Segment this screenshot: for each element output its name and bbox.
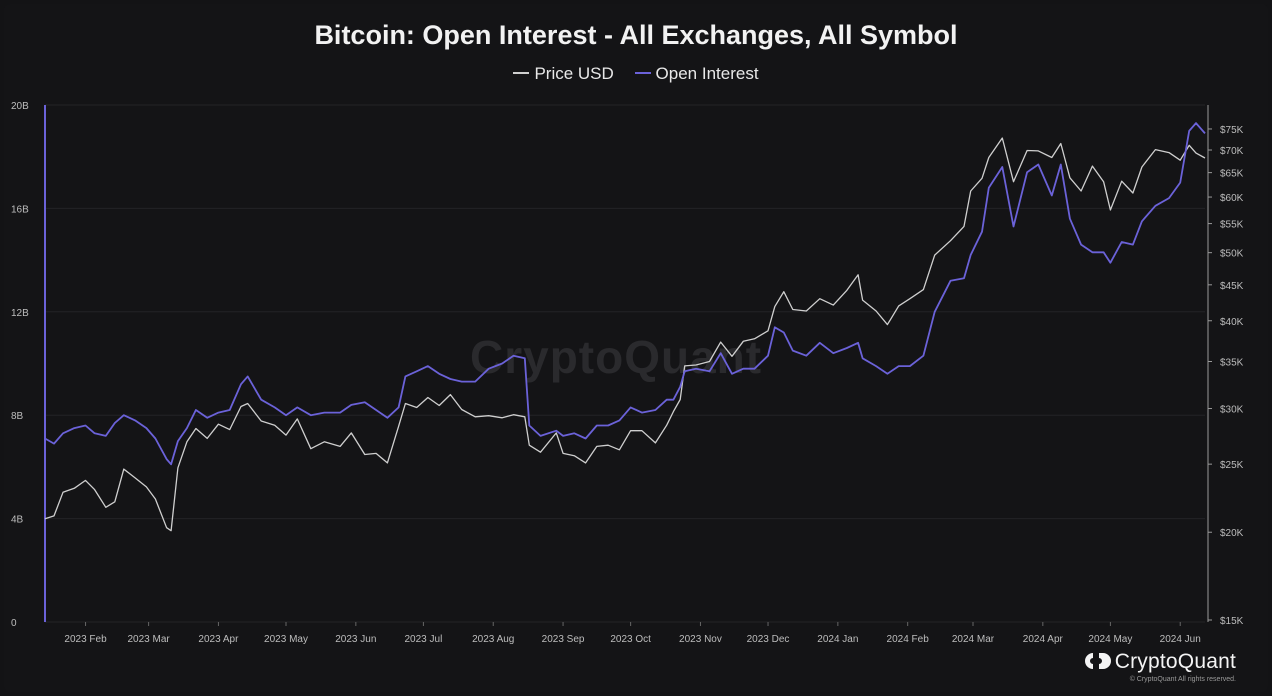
y-right-tick-label-5: $40K bbox=[1220, 317, 1244, 328]
y-left-tick-label-2: 8B bbox=[11, 411, 24, 422]
legend-label-open-interest: Open Interest bbox=[655, 64, 759, 83]
y-right-tick-label-4: $35K bbox=[1220, 357, 1244, 368]
x-tick-label-10: 2023 Dec bbox=[747, 634, 790, 645]
y-right-tick-label-7: $50K bbox=[1220, 249, 1244, 260]
x-tick-label-5: 2023 Jul bbox=[405, 634, 443, 645]
y-left-tick-label-3: 12B bbox=[11, 308, 29, 319]
x-tick-label-4: 2023 Jun bbox=[335, 634, 376, 645]
legend-swatch-open-interest bbox=[634, 71, 651, 74]
x-tick-label-6: 2023 Aug bbox=[472, 634, 514, 645]
y-right-tick-label-2: $25K bbox=[1220, 460, 1244, 471]
x-tick-label-12: 2024 Feb bbox=[887, 634, 930, 645]
y-right-tick-label-1: $20K bbox=[1220, 528, 1244, 539]
legend-item-open-interest[interactable]: Open Interest bbox=[634, 64, 759, 84]
cryptoquant-logo: CryptoQuant bbox=[1084, 650, 1236, 674]
series-line-open-interest bbox=[44, 122, 1206, 466]
y-right-tick-label-3: $30K bbox=[1220, 405, 1244, 416]
y-right-tick-label-9: $60K bbox=[1220, 193, 1244, 204]
chart-title: Bitcoin: Open Interest - All Exchanges, … bbox=[314, 20, 958, 50]
x-tick-label-2: 2023 Apr bbox=[198, 634, 239, 645]
x-tick-label-15: 2024 May bbox=[1088, 634, 1132, 645]
x-tick-label-8: 2023 Oct bbox=[610, 634, 651, 645]
x-tick-label-7: 2023 Sep bbox=[542, 634, 585, 645]
x-tick-label-14: 2024 Apr bbox=[1023, 634, 1064, 645]
x-tick-label-0: 2023 Feb bbox=[64, 634, 107, 645]
y-left-tick-label-1: 4B bbox=[11, 515, 24, 526]
x-tick-label-16: 2024 Jun bbox=[1160, 634, 1201, 645]
legend-label-price: Price USD bbox=[534, 64, 614, 83]
y-right-tick-label-10: $65K bbox=[1220, 169, 1244, 180]
logo-text: CryptoQuant bbox=[1114, 650, 1236, 673]
y-right-tick-label-8: $55K bbox=[1220, 220, 1244, 231]
copyright-text: © CryptoQuant All rights reserved. bbox=[1129, 676, 1236, 683]
cryptoquant-logo-icon bbox=[1084, 653, 1111, 669]
x-tick-label-3: 2023 May bbox=[264, 634, 308, 645]
legend-item-price[interactable]: Price USD bbox=[513, 64, 614, 84]
x-tick-label-1: 2023 Mar bbox=[127, 634, 170, 645]
y-right-tick-label-0: $15K bbox=[1220, 616, 1244, 627]
y-left-tick-label-4: 16B bbox=[11, 204, 29, 215]
series-line-price bbox=[44, 137, 1206, 532]
chart-legend: Price USD Open Interest bbox=[0, 64, 1272, 84]
y-left-tick-label-0: 0 bbox=[11, 618, 17, 629]
legend-swatch-price bbox=[513, 71, 530, 74]
x-tick-label-13: 2024 Mar bbox=[952, 634, 995, 645]
y-right-tick-label-6: $45K bbox=[1220, 281, 1244, 292]
y-right-tick-label-11: $70K bbox=[1220, 146, 1244, 157]
x-tick-label-9: 2023 Nov bbox=[679, 634, 722, 645]
y-left-tick-label-5: 20B bbox=[11, 101, 29, 112]
y-right-tick-label-12: $75K bbox=[1220, 125, 1244, 136]
x-tick-label-11: 2024 Jan bbox=[817, 634, 858, 645]
chart-frame bbox=[4, 4, 1268, 692]
